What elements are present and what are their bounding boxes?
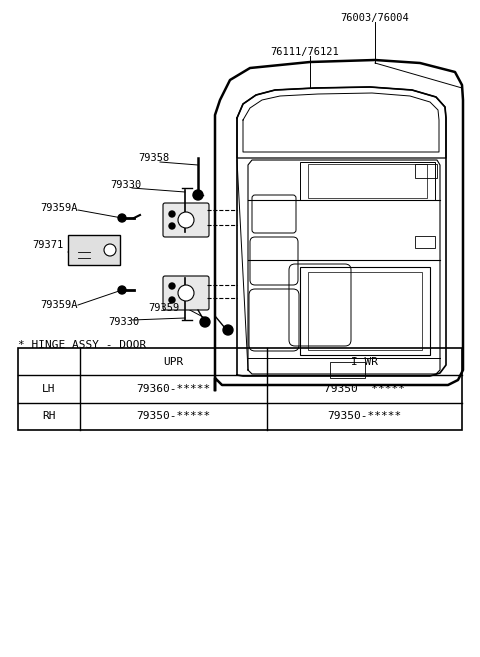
Circle shape: [169, 297, 175, 303]
Circle shape: [118, 286, 126, 294]
Bar: [308, 164, 427, 198]
Text: I WR: I WR: [351, 357, 378, 367]
Text: 76111/76121: 76111/76121: [270, 47, 339, 57]
Text: RH: RH: [42, 411, 56, 421]
Text: 79330: 79330: [110, 180, 141, 190]
Bar: [18, 348, 462, 430]
Circle shape: [193, 190, 203, 200]
Text: LH: LH: [42, 384, 56, 394]
FancyBboxPatch shape: [163, 203, 209, 237]
Text: 79360-*****: 79360-*****: [136, 384, 211, 394]
Text: 79359A: 79359A: [40, 300, 77, 310]
Circle shape: [169, 283, 175, 289]
Circle shape: [104, 244, 116, 256]
Text: UPR: UPR: [163, 357, 184, 367]
Circle shape: [118, 214, 126, 222]
Text: 79350  *****: 79350 *****: [324, 384, 405, 394]
Bar: [415, 236, 435, 248]
Circle shape: [223, 325, 233, 335]
Text: 79359: 79359: [148, 303, 179, 313]
FancyBboxPatch shape: [163, 276, 209, 310]
Bar: [300, 267, 430, 355]
Bar: [330, 362, 365, 378]
Text: 79350-*****: 79350-*****: [136, 411, 211, 421]
Text: 79359A: 79359A: [40, 203, 77, 213]
Circle shape: [178, 285, 194, 301]
Circle shape: [178, 212, 194, 228]
Text: * HINGE ASSY - DOOR: * HINGE ASSY - DOOR: [18, 340, 146, 350]
Circle shape: [169, 211, 175, 217]
Circle shape: [200, 317, 210, 327]
Bar: [308, 272, 422, 350]
Bar: [415, 164, 437, 178]
Text: 76003/76004: 76003/76004: [340, 13, 409, 23]
Text: 79371: 79371: [32, 240, 63, 250]
Circle shape: [169, 223, 175, 229]
Bar: [68, 235, 120, 265]
Text: 79330: 79330: [108, 317, 139, 327]
Bar: [300, 162, 435, 200]
Text: 79358: 79358: [138, 153, 169, 163]
Text: 79350-*****: 79350-*****: [327, 411, 402, 421]
